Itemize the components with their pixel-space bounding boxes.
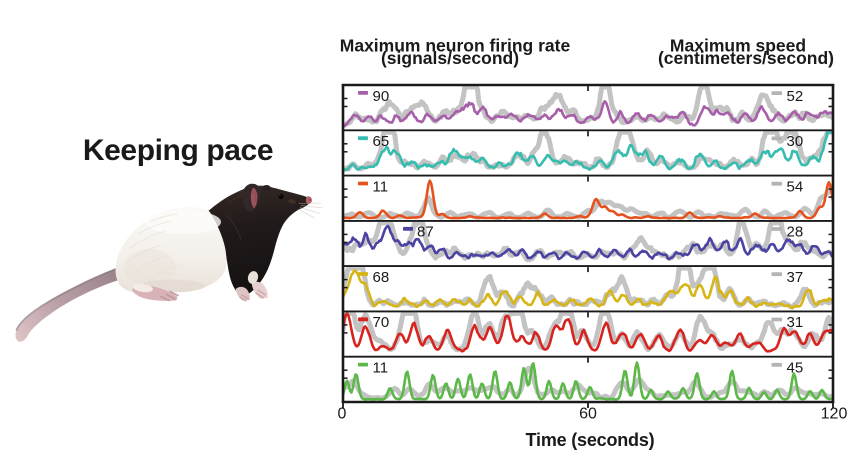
svg-text:(centimeters/second): (centimeters/second) xyxy=(658,48,834,68)
svg-text:52: 52 xyxy=(787,88,804,105)
svg-text:37: 37 xyxy=(787,269,804,286)
svg-text:70: 70 xyxy=(373,314,390,331)
svg-text:60: 60 xyxy=(579,406,597,423)
svg-text:30: 30 xyxy=(787,133,804,150)
svg-text:(signals/second): (signals/second) xyxy=(381,48,519,68)
svg-text:Maximum speed: Maximum speed xyxy=(670,36,806,56)
svg-text:11: 11 xyxy=(373,360,389,377)
svg-text:87: 87 xyxy=(417,224,434,241)
svg-text:28: 28 xyxy=(787,224,804,241)
svg-text:120: 120 xyxy=(821,406,848,423)
svg-text:54: 54 xyxy=(787,178,804,195)
svg-text:11: 11 xyxy=(373,178,389,195)
svg-text:45: 45 xyxy=(787,360,804,377)
svg-text:Keeping pace: Keeping pace xyxy=(83,134,273,167)
svg-text:65: 65 xyxy=(373,133,390,150)
svg-text:Maximum neuron firing rate: Maximum neuron firing rate xyxy=(340,36,571,56)
svg-text:Time (seconds): Time (seconds) xyxy=(526,430,655,450)
svg-text:68: 68 xyxy=(373,269,390,286)
svg-text:31: 31 xyxy=(787,314,804,331)
svg-text:90: 90 xyxy=(373,88,390,105)
svg-text:0: 0 xyxy=(338,406,347,423)
